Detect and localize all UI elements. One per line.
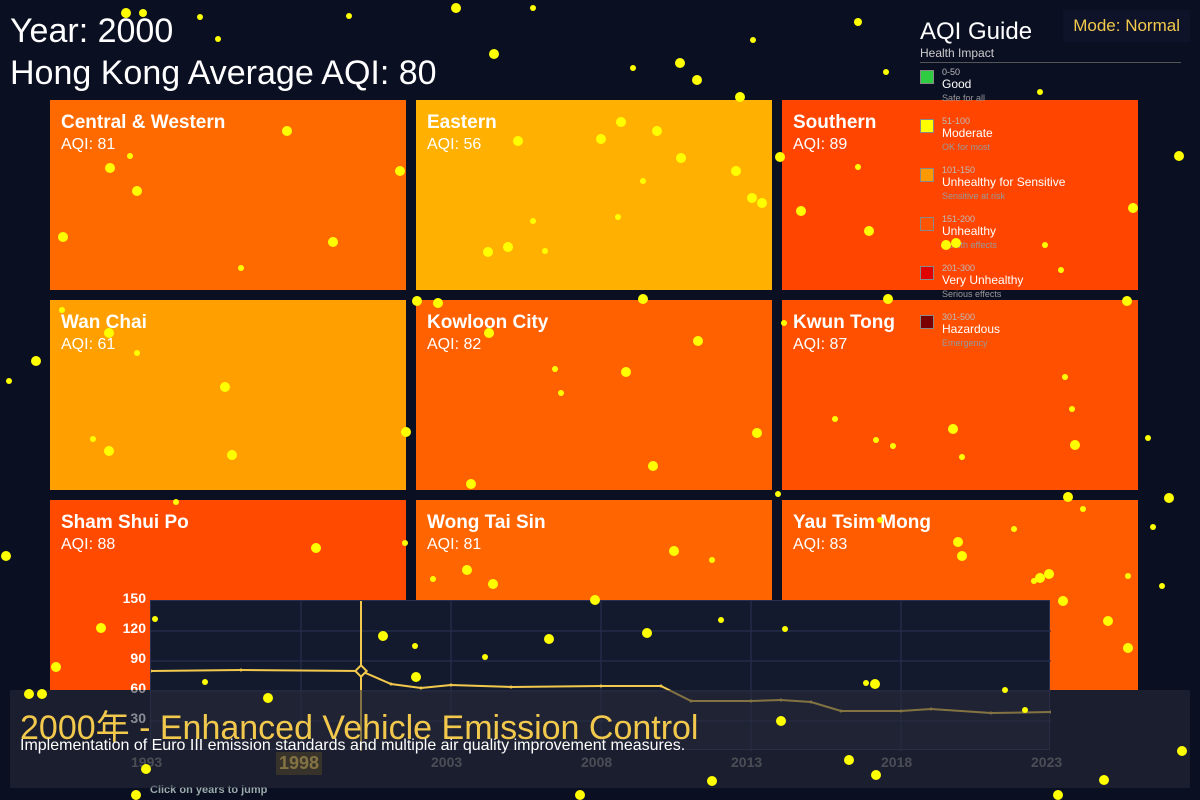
guide-label: Good bbox=[942, 77, 972, 91]
guide-swatch bbox=[920, 168, 934, 182]
district-tile-eastern[interactable]: Eastern AQI: 56 bbox=[416, 100, 772, 290]
guide-swatch bbox=[920, 266, 934, 280]
guide-swatch bbox=[920, 315, 934, 329]
guide-label: Unhealthy for Sensitive bbox=[942, 175, 1066, 189]
guide-desc: Serious effects bbox=[942, 289, 1002, 299]
guide-range: 51-100 bbox=[942, 116, 971, 126]
guide-label: Very Unhealthy bbox=[942, 273, 1024, 287]
district-aqi: AQI: 81 bbox=[427, 536, 482, 553]
particle bbox=[215, 36, 221, 42]
guide-swatch bbox=[920, 119, 934, 133]
event-info-panel: 2000年 - Enhanced Vehicle Emission Contro… bbox=[10, 690, 1190, 788]
district-aqi: AQI: 82 bbox=[427, 336, 482, 353]
y-tick-label: 120 bbox=[122, 620, 146, 636]
particle bbox=[6, 378, 12, 384]
guide-desc: OK for most bbox=[942, 142, 991, 152]
district-aqi: AQI: 81 bbox=[61, 136, 116, 153]
guide-subtitle: Health Impact bbox=[920, 46, 1181, 63]
guide-swatch bbox=[920, 70, 934, 84]
guide-range: 201-300 bbox=[942, 263, 976, 273]
district-name: Kwun Tong bbox=[793, 312, 896, 333]
selected-year-marker[interactable] bbox=[353, 663, 369, 679]
district-name: Kowloon City bbox=[427, 312, 549, 333]
district-name: Wong Tai Sin bbox=[427, 512, 546, 533]
district-tile-southern[interactable]: Southern AQI: 89 bbox=[782, 100, 1138, 290]
particle bbox=[575, 790, 585, 800]
mode-toggle-button[interactable]: Mode: Normal bbox=[1063, 10, 1190, 42]
particle bbox=[854, 18, 862, 26]
guide-range: 101-150 bbox=[942, 165, 976, 175]
particle bbox=[197, 14, 203, 20]
particle bbox=[131, 790, 141, 800]
particle bbox=[1, 551, 11, 561]
guide-desc: Emergency bbox=[942, 338, 988, 348]
particle bbox=[750, 37, 756, 43]
district-aqi: AQI: 56 bbox=[427, 136, 482, 153]
guide-item-very-unhealthy: 201-300 Very Unhealthy Serious effects bbox=[920, 263, 1181, 308]
guide-label: Moderate bbox=[942, 126, 993, 140]
guide-range: 0-50 bbox=[942, 67, 961, 77]
particle bbox=[31, 356, 41, 366]
y-tick-label: 150 bbox=[122, 590, 146, 606]
guide-title: AQI Guide bbox=[920, 18, 1033, 45]
particle bbox=[692, 75, 702, 85]
event-title: 2000年 - Enhanced Vehicle Emission Contro… bbox=[20, 709, 699, 747]
aqi-guide-legend: AQI Guide Health Impact 0-50 Good Safe f… bbox=[920, 18, 1181, 357]
guide-label: Hazardous bbox=[942, 322, 1001, 336]
particle bbox=[346, 13, 352, 19]
district-name: Eastern bbox=[427, 112, 497, 133]
particle bbox=[1150, 524, 1156, 530]
particle bbox=[1159, 583, 1165, 589]
particle bbox=[883, 69, 889, 75]
particle bbox=[489, 49, 499, 59]
district-tile-central-western[interactable]: Central & Western AQI: 81 bbox=[50, 100, 406, 290]
district-aqi: AQI: 88 bbox=[61, 536, 116, 553]
particle bbox=[1164, 493, 1174, 503]
district-name: Sham Shui Po bbox=[61, 512, 189, 533]
guide-range: 301-500 bbox=[942, 312, 976, 322]
guide-item-unhealthy-sensitive: 101-150 Unhealthy for Sensitive Sensitiv… bbox=[920, 165, 1181, 210]
district-tile-wan-chai[interactable]: Wan Chai AQI: 61 bbox=[50, 300, 406, 490]
guide-item-hazardous: 301-500 Hazardous Emergency bbox=[920, 312, 1181, 357]
average-aqi-title: Hong Kong Average AQI: 80 bbox=[10, 54, 437, 92]
district-aqi: AQI: 83 bbox=[793, 536, 848, 553]
particle bbox=[451, 3, 461, 13]
guide-label: Unhealthy bbox=[942, 224, 997, 238]
guide-swatch bbox=[920, 217, 934, 231]
district-name: Wan Chai bbox=[61, 312, 147, 333]
district-aqi: AQI: 89 bbox=[793, 136, 848, 153]
guide-item-moderate: 51-100 Moderate OK for most bbox=[920, 116, 1181, 161]
district-aqi: AQI: 61 bbox=[61, 336, 116, 353]
district-name: Central & Western bbox=[61, 112, 226, 133]
data-point bbox=[509, 685, 513, 689]
data-point bbox=[659, 684, 663, 688]
data-point bbox=[389, 682, 393, 686]
year-title: Year: 2000 bbox=[10, 12, 174, 50]
guide-item-unhealthy: 151-200 Unhealthy Health effects bbox=[920, 214, 1181, 259]
district-name: Southern bbox=[793, 112, 877, 133]
data-point bbox=[599, 684, 603, 688]
data-point bbox=[239, 668, 243, 672]
guide-item-good: 0-50 Good Safe for all bbox=[920, 67, 1181, 112]
particle bbox=[1053, 790, 1063, 800]
event-description: Implementation of Euro III emission stan… bbox=[20, 737, 686, 754]
data-point bbox=[149, 669, 153, 673]
particle bbox=[530, 5, 536, 11]
particle bbox=[1145, 435, 1151, 441]
data-point bbox=[419, 686, 423, 690]
guide-desc: Health effects bbox=[942, 240, 997, 250]
district-name: Yau Tsim Mong bbox=[793, 512, 931, 533]
guide-desc: Sensitive at risk bbox=[942, 191, 1006, 201]
guide-range: 151-200 bbox=[942, 214, 976, 224]
data-point bbox=[449, 683, 453, 687]
guide-desc: Safe for all bbox=[942, 93, 986, 103]
district-aqi: AQI: 87 bbox=[793, 336, 848, 353]
district-tile-kowloon-city[interactable]: Kowloon City AQI: 82 bbox=[416, 300, 772, 490]
particle bbox=[630, 65, 636, 71]
y-tick-label: 90 bbox=[130, 650, 146, 666]
particle bbox=[675, 58, 685, 68]
